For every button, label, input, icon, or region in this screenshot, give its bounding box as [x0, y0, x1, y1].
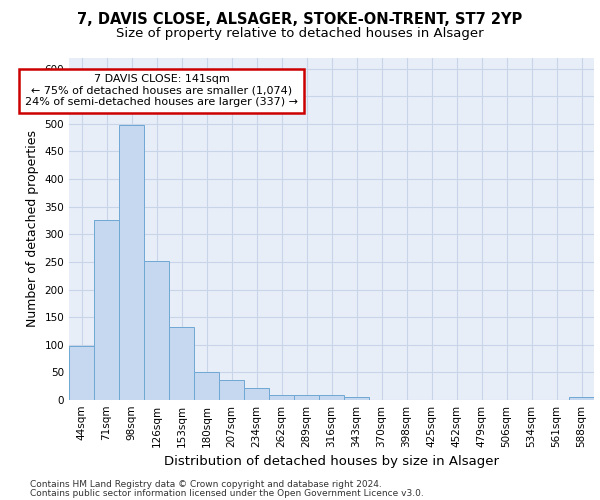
Text: Contains HM Land Registry data © Crown copyright and database right 2024.: Contains HM Land Registry data © Crown c… — [30, 480, 382, 489]
Y-axis label: Number of detached properties: Number of detached properties — [26, 130, 39, 327]
Bar — [219, 380, 244, 400]
Bar — [119, 126, 144, 400]
Bar — [344, 397, 369, 400]
Text: Size of property relative to detached houses in Alsager: Size of property relative to detached ho… — [116, 28, 484, 40]
Text: Contains public sector information licensed under the Open Government Licence v3: Contains public sector information licen… — [30, 489, 424, 498]
Bar — [94, 220, 119, 400]
Bar — [244, 388, 269, 400]
Bar — [144, 262, 169, 400]
Bar — [269, 395, 294, 400]
X-axis label: Distribution of detached houses by size in Alsager: Distribution of detached houses by size … — [164, 456, 499, 468]
Bar — [569, 397, 594, 400]
Text: 7 DAVIS CLOSE: 141sqm
← 75% of detached houses are smaller (1,074)
24% of semi-d: 7 DAVIS CLOSE: 141sqm ← 75% of detached … — [25, 74, 298, 108]
Text: 7, DAVIS CLOSE, ALSAGER, STOKE-ON-TRENT, ST7 2YP: 7, DAVIS CLOSE, ALSAGER, STOKE-ON-TRENT,… — [77, 12, 523, 28]
Bar — [69, 346, 94, 400]
Bar — [294, 395, 319, 400]
Bar — [194, 372, 219, 400]
Bar — [319, 395, 344, 400]
Bar — [169, 326, 194, 400]
